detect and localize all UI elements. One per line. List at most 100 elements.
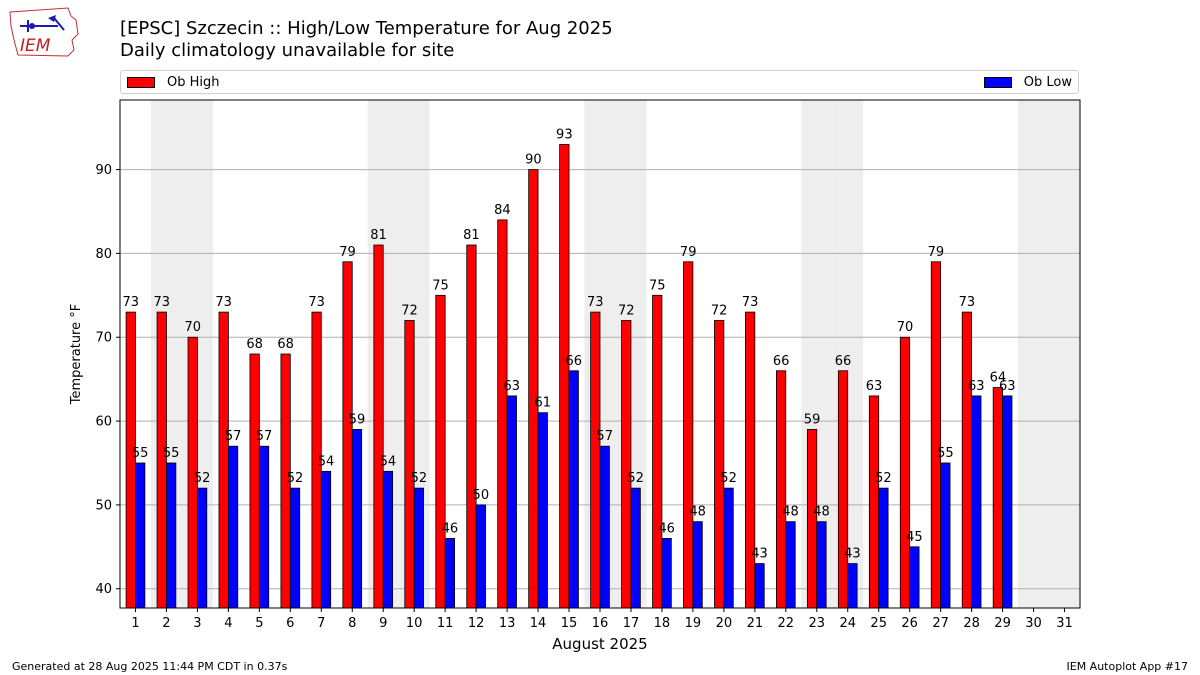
data-labels: 73 73 70 73 68 68 73 79 81 72 75 81 84 90 93 73 72 75 79 72…: [123, 127, 1016, 561]
bar-high: [868, 395, 880, 609]
data-label-low: 45: [906, 530, 923, 545]
data-label-high: 93: [556, 127, 573, 142]
data-label-high: 75: [432, 278, 449, 293]
x-tick-label: 5: [255, 616, 263, 631]
x-tick-label: 20: [716, 616, 733, 631]
bar-low: [382, 470, 394, 609]
weekend-band: [1018, 100, 1050, 608]
bar-high: [528, 169, 539, 609]
bar-high: [776, 370, 787, 609]
bar-low: [971, 395, 982, 609]
bar-low: [258, 445, 270, 609]
data-label-low: 55: [132, 446, 149, 461]
bar-high: [745, 311, 756, 609]
generated-timestamp: Generated at 28 Aug 2025 11:44 PM CDT in…: [12, 660, 288, 673]
app-credit: IEM Autoplot App #17: [1066, 660, 1189, 673]
data-label-low: 46: [658, 521, 675, 536]
bar-low: [909, 546, 920, 609]
bar-low: [754, 563, 765, 609]
x-tick-label: 16: [592, 616, 609, 631]
bar-low: [475, 504, 486, 609]
x-tick-label: 30: [1025, 616, 1042, 631]
bar-low: [1002, 395, 1013, 609]
x-tick-label: 6: [286, 616, 294, 631]
x-tick-label: 25: [870, 616, 887, 631]
bar-high: [249, 353, 260, 609]
data-label-high: 81: [370, 228, 387, 243]
bar-low: [785, 521, 796, 609]
legend-label-high: Ob High: [167, 75, 220, 90]
data-label-low: 46: [442, 521, 459, 536]
bar-high: [714, 320, 725, 609]
x-tick-label: 19: [685, 616, 702, 631]
bar-high: [218, 311, 229, 609]
bar-low: [506, 395, 517, 609]
bar-low: [166, 462, 177, 609]
bar-low: [847, 563, 858, 609]
bar-low: [599, 445, 610, 609]
chart-legend: Ob High Ob Low: [120, 70, 1079, 94]
data-label-high: 72: [618, 303, 635, 318]
data-label-high: 59: [804, 412, 821, 427]
bar-low: [197, 487, 208, 609]
x-tick-label: 11: [437, 616, 454, 631]
data-label-high: 90: [525, 153, 542, 168]
legend-item-low: Ob Low: [983, 75, 1072, 90]
data-label-high: 73: [153, 295, 170, 310]
data-label-high: 81: [463, 228, 480, 243]
data-label-low: 59: [349, 412, 366, 427]
iem-logo: IEM: [8, 6, 82, 64]
data-label-high: 68: [277, 337, 294, 352]
data-label-high: 64: [990, 371, 1007, 386]
data-label-low: 57: [225, 429, 242, 444]
x-tick-label: 31: [1056, 616, 1073, 631]
y-tick-label: 50: [95, 498, 112, 513]
bar-low: [351, 429, 363, 609]
data-label-low: 57: [256, 429, 273, 444]
bar-low: [692, 521, 703, 609]
data-label-low: 63: [999, 379, 1016, 394]
data-label-low: 63: [504, 379, 521, 394]
x-tick-label: 9: [379, 616, 387, 631]
y-tick-label: 40: [95, 582, 112, 597]
x-tick-label: 4: [224, 616, 232, 631]
data-label-high: 73: [587, 295, 604, 310]
bar-high: [652, 294, 663, 609]
bar-low: [723, 487, 734, 609]
x-axis: 1 2 3 4 5 6 7 8 9 10 11 12 13 14 15 16 17 18 19 20 21 22 23 24 2…: [131, 608, 1073, 631]
data-label-high: 79: [928, 245, 945, 260]
bar-low: [227, 445, 239, 609]
data-label-low: 50: [473, 488, 490, 503]
x-tick-label: 3: [193, 616, 201, 631]
bar-high: [930, 261, 942, 609]
data-label-high: 66: [773, 354, 790, 369]
x-tick-label: 14: [530, 616, 547, 631]
bar-high: [404, 320, 415, 609]
data-label-low: 52: [287, 471, 304, 486]
data-label-low: 54: [318, 454, 335, 469]
data-label-high: 79: [339, 245, 356, 260]
data-label-high: 73: [742, 295, 759, 310]
data-label-high: 73: [215, 295, 232, 310]
data-label-low: 63: [968, 379, 985, 394]
bar-high: [466, 244, 477, 609]
x-tick-label: 8: [348, 616, 356, 631]
bar-high: [373, 244, 384, 609]
y-axis: 40 50 60 70 80 90: [95, 163, 120, 597]
data-label-low: 66: [565, 354, 582, 369]
data-label-high: 70: [897, 320, 914, 335]
logo-text: IEM: [20, 36, 51, 56]
bar-high: [497, 219, 508, 609]
bar-low: [413, 487, 424, 609]
bar-high: [837, 370, 849, 609]
data-label-low: 54: [380, 454, 397, 469]
legend-label-low: Ob Low: [1023, 75, 1072, 90]
x-tick-label: 24: [839, 616, 856, 631]
data-label-high: 66: [835, 354, 852, 369]
legend-item-high: Ob High: [127, 75, 220, 90]
data-label-high: 68: [246, 337, 263, 352]
bar-high: [899, 336, 911, 609]
x-tick-label: 13: [499, 616, 516, 631]
data-label-high: 63: [866, 379, 883, 394]
